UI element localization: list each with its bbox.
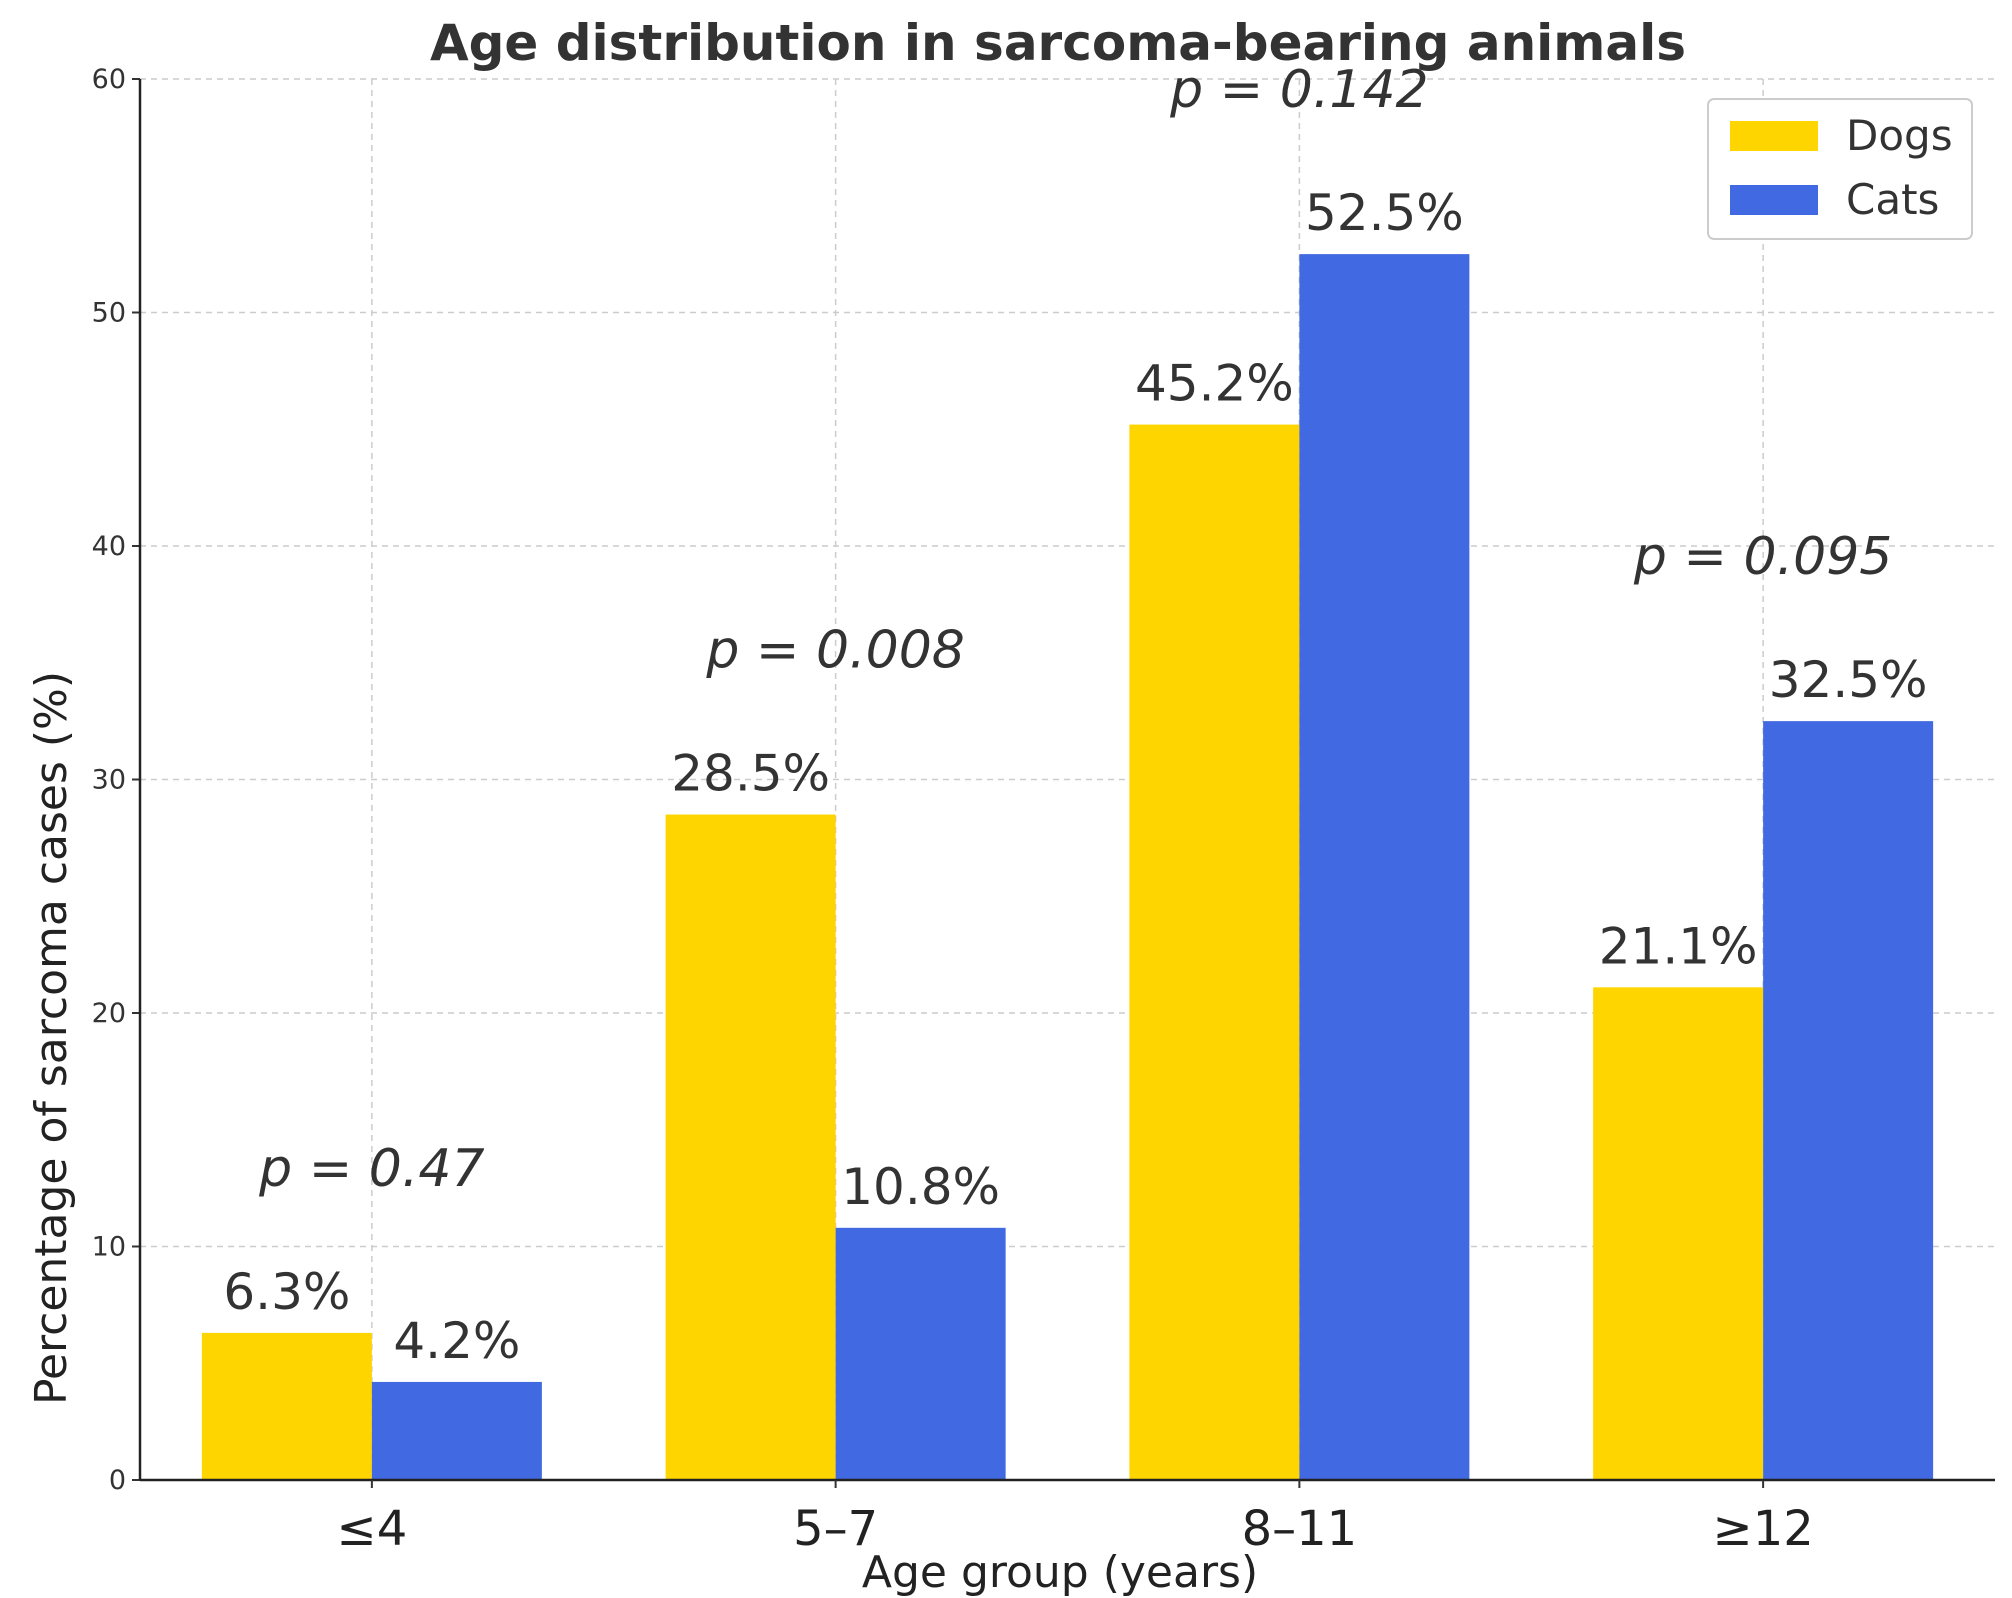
- p-value-5-7: p = 0.008: [705, 620, 965, 680]
- bar-dogs-8-11: [1129, 424, 1300, 1481]
- bar-dogs-le4: [201, 1332, 372, 1480]
- p-value-le4: p = 0.47: [258, 1139, 484, 1199]
- y-tick-label-60: 60: [92, 64, 126, 95]
- y-tick-label-20: 20: [92, 998, 126, 1029]
- value-label-cats-ge12: 32.5%: [1769, 651, 1928, 709]
- bar-dogs-5-7: [665, 814, 836, 1480]
- p-value-ge12: p = 0.095: [1633, 527, 1893, 587]
- legend-label-cats: Cats: [1846, 175, 1939, 224]
- x-tick-label-5-7: 5–7: [793, 1501, 878, 1557]
- y-tick-label-50: 50: [92, 298, 126, 329]
- x-axis-label: Age group (years): [862, 1547, 1258, 1598]
- bars: [201, 254, 1934, 1481]
- value-label-dogs-5-7: 28.5%: [671, 745, 830, 803]
- x-tick-label-8-11: 8–11: [1242, 1501, 1358, 1557]
- bar-cats-le4: [371, 1381, 542, 1480]
- y-axis-label: Percentage of sarcoma cases (%): [26, 671, 77, 1405]
- value-label-cats-8-11: 52.5%: [1305, 184, 1464, 242]
- y-tick-label-10: 10: [92, 1232, 126, 1263]
- value-label-dogs-8-11: 45.2%: [1135, 355, 1294, 413]
- y-tick-label-30: 30: [92, 765, 126, 796]
- bar-cats-ge12: [1763, 721, 1934, 1480]
- value-label-dogs-ge12: 21.1%: [1599, 917, 1758, 975]
- value-labels: 6.3% 28.5% 45.2% 21.1% 4.2% 10.8% 52.5% 32.5% p …: [223, 60, 1927, 1370]
- bar-dogs-ge12: [1593, 987, 1764, 1480]
- chart-title: Age distribution in sarcoma-bearing anim…: [430, 14, 1686, 72]
- value-label-dogs-le4: 6.3%: [223, 1263, 350, 1321]
- legend: Dogs Cats: [1707, 98, 1973, 240]
- p-value-8-11: p = 0.142: [1169, 60, 1429, 120]
- value-label-cats-5-7: 10.8%: [841, 1158, 1000, 1216]
- y-tick-label-0: 0: [109, 1465, 126, 1496]
- bar-cats-8-11: [1299, 254, 1470, 1480]
- bar-cats-5-7: [835, 1227, 1006, 1480]
- x-tick-label-le4: ≤4: [336, 1501, 407, 1557]
- x-tick-label-ge12: ≥12: [1712, 1501, 1813, 1557]
- y-tick-label-40: 40: [92, 531, 126, 562]
- legend-label-dogs: Dogs: [1846, 111, 1953, 160]
- legend-swatch-cats: [1730, 185, 1818, 215]
- legend-swatch-dogs: [1730, 121, 1818, 151]
- value-label-cats-le4: 4.2%: [393, 1312, 520, 1370]
- axes: 0 10 20 30 40 50 60 ≤4 5–7 8–11 ≥12: [92, 64, 1995, 1557]
